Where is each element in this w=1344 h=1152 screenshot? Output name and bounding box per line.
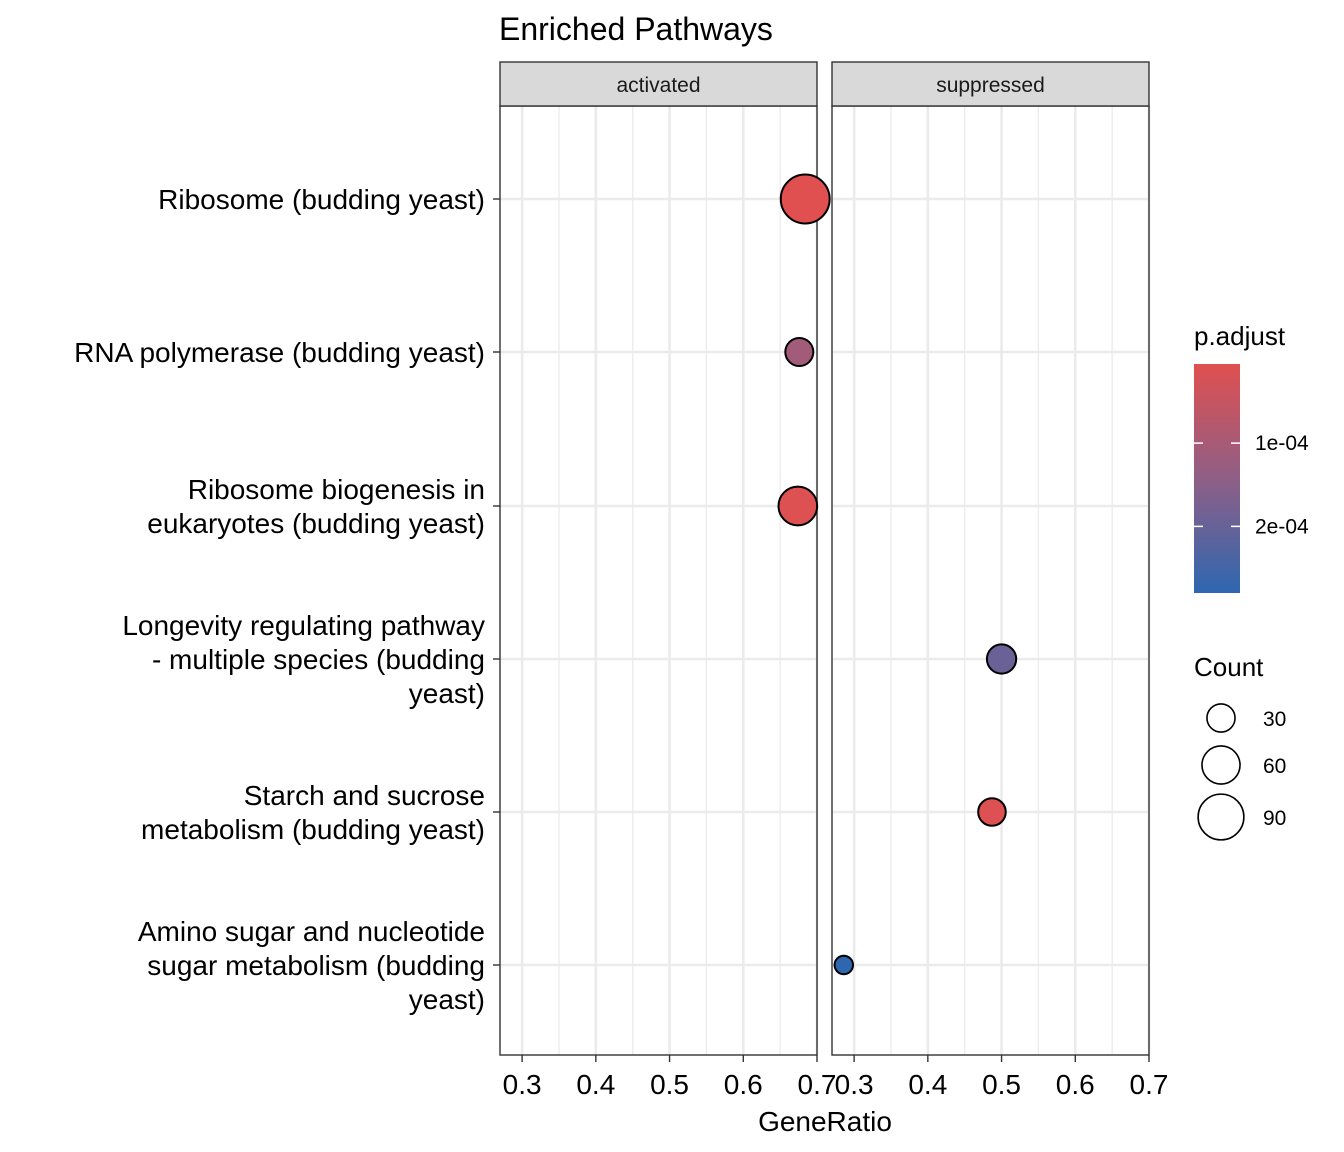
color-legend-title: p.adjust xyxy=(1194,321,1286,351)
y-category-label: Ribosome (budding yeast) xyxy=(158,184,485,215)
y-category-label-line: metabolism (budding yeast) xyxy=(141,814,485,845)
y-category-label: Longevity regulating pathway - multiple s… xyxy=(122,610,485,709)
y-category-label-line: - multiple species (budding xyxy=(152,644,485,675)
y-category-label-line: Amino sugar and nucleotide xyxy=(138,916,485,947)
color-legend-label: 1e-04 xyxy=(1255,432,1309,455)
y-category-label-line: RNA polymerase (budding yeast) xyxy=(74,337,485,368)
x-tick-label: 0.3 xyxy=(503,1069,542,1100)
facet-strip-label: activated xyxy=(616,74,700,97)
data-point xyxy=(779,173,831,225)
y-category-label-line: Starch and sucrose xyxy=(244,780,485,811)
y-category-label-line: Longevity regulating pathway xyxy=(122,610,485,641)
y-category-label-line: Ribosome (budding yeast) xyxy=(158,184,485,215)
color-legend-label: 2e-04 xyxy=(1255,515,1309,538)
x-tick-label: 0.5 xyxy=(982,1069,1021,1100)
facet-strip-label: suppressed xyxy=(936,74,1045,97)
size-legend-circle xyxy=(1206,703,1236,733)
data-point xyxy=(777,485,819,527)
y-category-label-line: yeast) xyxy=(409,984,485,1015)
x-axis-title: GeneRatio xyxy=(758,1106,892,1137)
panel-border xyxy=(499,105,818,1056)
chart-title: Enriched Pathways xyxy=(499,11,773,47)
size-legend-label: 60 xyxy=(1263,755,1286,778)
facet-panel-activated: activated 0.3 0.4 0.5 0.6 0.7 xyxy=(499,61,837,1100)
y-category-label: Ribosome biogenesis in eukaryotes (buddin… xyxy=(147,474,485,539)
x-tick-label: 0.6 xyxy=(724,1069,763,1100)
x-tick-label: 0.4 xyxy=(576,1069,615,1100)
size-legend-title: Count xyxy=(1194,652,1264,682)
data-point xyxy=(784,337,815,367)
x-tick-label: 0.6 xyxy=(1056,1069,1095,1100)
data-point xyxy=(977,797,1007,827)
y-category-label: RNA polymerase (budding yeast) xyxy=(74,337,485,368)
y-category-label: Starch and sucrose metabolism (budding ye… xyxy=(141,780,485,845)
x-tick-label: 0.3 xyxy=(835,1069,874,1100)
x-tick-label: 0.4 xyxy=(908,1069,947,1100)
y-category-label-line: Ribosome biogenesis in xyxy=(188,474,485,505)
facet-strip xyxy=(499,61,818,107)
x-tick-label: 0.5 xyxy=(650,1069,689,1100)
facet-strip xyxy=(831,61,1150,107)
size-legend-label: 90 xyxy=(1263,807,1286,830)
y-category-label-line: eukaryotes (budding yeast) xyxy=(147,508,485,539)
color-bar xyxy=(1194,364,1240,593)
x-tick-label: 0.7 xyxy=(1130,1069,1169,1100)
facet-panel-suppressed: suppressed 0.3 0.4 0.5 0.6 0.7 xyxy=(831,61,1169,1100)
data-point xyxy=(833,954,855,976)
y-category-label-line: yeast) xyxy=(409,678,485,709)
y-category-label-line: sugar metabolism (budding xyxy=(147,950,485,981)
size-legend-circle xyxy=(1201,745,1241,785)
x-tick-label: 0.7 xyxy=(798,1069,837,1100)
size-legend-circle xyxy=(1197,793,1245,841)
data-point xyxy=(985,643,1018,675)
y-category-label: Amino sugar and nucleotide sugar metaboli… xyxy=(138,916,485,1015)
size-legend-label: 30 xyxy=(1263,708,1286,731)
panel-border xyxy=(831,105,1150,1056)
